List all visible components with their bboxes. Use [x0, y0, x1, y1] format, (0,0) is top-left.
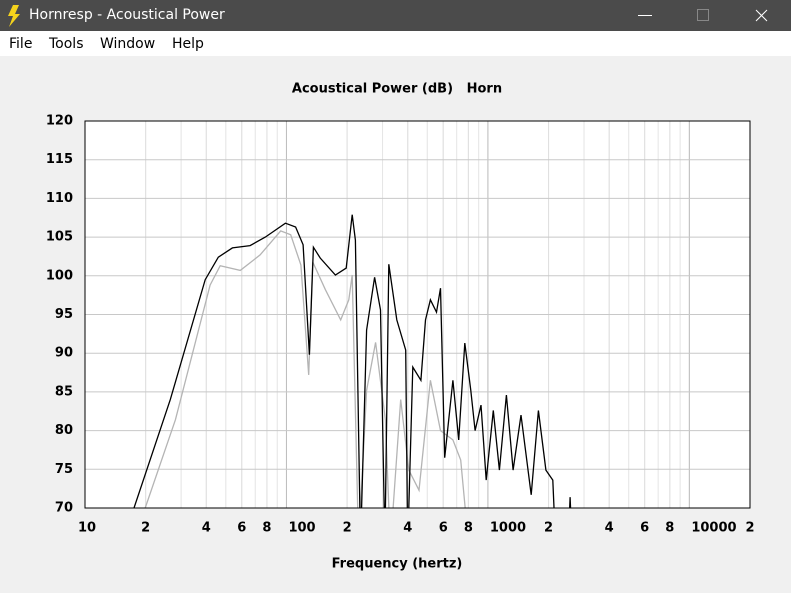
y-tick-label: 120 [46, 114, 73, 129]
x-tick-label: 2 [141, 521, 150, 536]
title-bar: Hornresp - Acoustical Power [0, 0, 791, 31]
x-tick-label: 6 [237, 521, 246, 536]
x-tick-label: 8 [262, 521, 271, 536]
x-tick-label: 4 [605, 521, 614, 536]
y-tick-label: 100 [46, 268, 73, 283]
x-axis-label: Frequency (hertz) [332, 557, 463, 572]
x-tick-label: 10 [78, 521, 96, 536]
menu-item[interactable]: Help [172, 36, 204, 52]
y-tick-label: 85 [55, 384, 73, 399]
x-tick-label: 8 [464, 521, 473, 536]
x-tick-label: 100 [288, 521, 315, 536]
menu-item[interactable]: Tools [49, 36, 84, 52]
x-tick-label: 1000 [490, 521, 526, 536]
y-tick-label: 75 [55, 462, 73, 477]
x-tick-label: 10000 [691, 521, 736, 536]
menu-bar: File Tools Window Help [0, 31, 791, 56]
maximize-button[interactable] [697, 9, 709, 21]
x-tick-label: 6 [439, 521, 448, 536]
close-button[interactable] [755, 9, 768, 22]
y-tick-label: 80 [55, 423, 73, 438]
chart: Acoustical Power (dB) Horn Frequency (he… [46, 82, 755, 572]
y-tick-label: 70 [55, 501, 73, 516]
x-tick-label: 4 [202, 521, 211, 536]
x-tick-label: 2 [745, 521, 754, 536]
y-tick-label: 105 [46, 230, 73, 245]
series-line [133, 214, 572, 508]
x-tick-label: 4 [403, 521, 412, 536]
series-line [144, 230, 466, 508]
menu-item[interactable]: Window [100, 36, 156, 52]
x-tick-label: 6 [640, 521, 649, 536]
y-tick-label: 110 [46, 191, 73, 206]
y-tick-label: 115 [46, 152, 73, 167]
window-title: Hornresp - Acoustical Power [29, 7, 225, 23]
plot-border [84, 120, 751, 509]
x-tick-label: 2 [544, 521, 553, 536]
x-tick-label: 2 [343, 521, 352, 536]
title-bar-icons [8, 5, 768, 27]
x-tick-label: 8 [665, 521, 674, 536]
chart-title: Acoustical Power (dB) Horn [292, 82, 502, 97]
y-tick-label: 90 [55, 346, 73, 361]
menu-item[interactable]: File [9, 36, 33, 52]
y-tick-label: 95 [55, 307, 73, 322]
app-icon [8, 5, 20, 27]
